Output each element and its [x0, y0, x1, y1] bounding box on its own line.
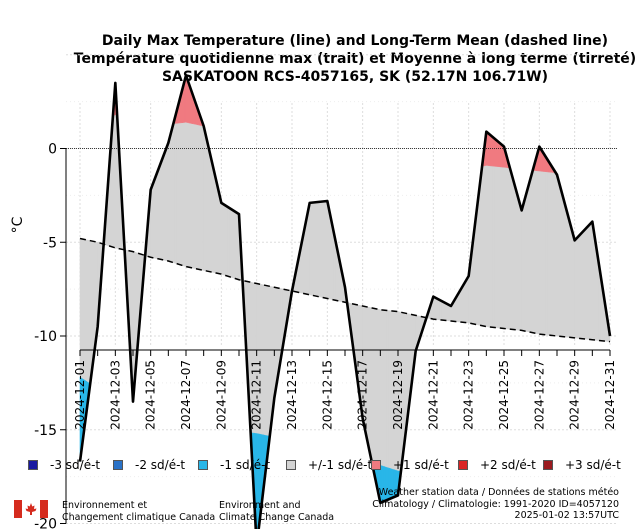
- series-daily-max: [78, 74, 612, 529]
- legend-label: -3 sd/é-t: [50, 458, 101, 472]
- canada-flag-icon: [14, 500, 48, 518]
- legend-label: -2 sd/é-t: [135, 458, 186, 472]
- x-tick-label: 2024-12-27: [532, 360, 546, 430]
- legend-label: +3 sd/é-t: [565, 458, 621, 472]
- legend-item: +1 sd/é-t: [371, 458, 449, 472]
- eccc-fr-line1: Environnement et: [62, 500, 148, 511]
- x-tick-label: 2024-12-15: [320, 360, 334, 430]
- band-minus-1sd: [256, 433, 259, 529]
- source-note: Weather station data / Données de statio…: [372, 487, 619, 522]
- source-line1: Weather station data / Données de statio…: [378, 487, 619, 498]
- chart-title-line3: SASKATOON RCS-4057165, SK (52.17N 106.71…: [162, 69, 548, 85]
- legend-label: +2 sd/é-t: [480, 458, 536, 472]
- legend: -3 sd/é-t -2 sd/é-t -1 sd/é-t +/-1 sd/é-t +1…: [28, 458, 628, 474]
- y-axis-label: °C: [10, 216, 26, 233]
- legend-item: +2 sd/é-t: [458, 458, 536, 472]
- eccc-en-line2: Climate Change Canada: [219, 511, 335, 523]
- x-tick-label: 2024-12-17: [356, 360, 370, 430]
- x-tick-label: 2024-12-29: [568, 360, 582, 430]
- legend-swatch: [286, 460, 296, 470]
- legend-swatch: [371, 460, 381, 470]
- chart-title-line2: Température quotidienne max (trait) et M…: [74, 51, 636, 67]
- legend-swatch: [458, 460, 468, 470]
- x-tick-label: 2024-12-11: [250, 360, 264, 430]
- legend-swatch: [198, 460, 208, 470]
- y-tick-label: 0: [48, 142, 57, 158]
- plot-area: 0 -5 -10 -15 -20 2024-12-01 2024-12-03 2024-12-…: [34, 54, 618, 529]
- x-tick-label: 2024-12-19: [391, 360, 405, 430]
- y-tick-label: -20: [34, 517, 57, 529]
- source-line3: 2025-01-02 13:57UTC: [514, 510, 619, 521]
- legend-label: +/-1 sd/é-t: [308, 458, 373, 472]
- x-tick-label: 2024-12-05: [144, 360, 158, 430]
- series-long-term-mean: [79, 237, 611, 343]
- x-tick-label: 2024-12-25: [497, 360, 511, 430]
- legend-item: -1 sd/é-t: [198, 458, 270, 472]
- legend-swatch: [28, 460, 38, 470]
- eccc-en-line1: Environment and: [219, 500, 301, 511]
- legend-item: -2 sd/é-t: [113, 458, 185, 472]
- x-tick-label: 2024-12-23: [462, 360, 476, 430]
- y-tick-label: -10: [34, 329, 57, 345]
- source-line2: Climatology / Climatologie: 1991-2020 ID…: [372, 498, 619, 510]
- legend-item: +/-1 sd/é-t: [286, 458, 372, 472]
- x-tick-label: 2024-12-21: [426, 360, 440, 430]
- y-tick-label: -5: [43, 235, 57, 251]
- y-tick-label: -15: [34, 423, 57, 439]
- legend-label: -1 sd/é-t: [220, 458, 271, 472]
- x-tick-label: 2024-12-03: [108, 360, 122, 430]
- x-tick-label: 2024-12-07: [179, 360, 193, 430]
- x-tick-label: 2024-12-09: [214, 360, 228, 430]
- x-tick-label: 2024-12-31: [603, 360, 617, 430]
- legend-swatch: [543, 460, 553, 470]
- eccc-name-fr: Environnement et Changement climatique C…: [62, 500, 215, 523]
- eccc-name-en: Environment and Climate Change Canada: [219, 500, 334, 523]
- chart-title-line1: Daily Max Temperature (line) and Long-Te…: [102, 33, 608, 49]
- eccc-fr-line2: Changement climatique Canada: [62, 511, 216, 523]
- x-tick-label: 2024-12-13: [285, 360, 299, 430]
- legend-label: +1 sd/é-t: [393, 458, 449, 472]
- legend-item: +3 sd/é-t: [543, 458, 621, 472]
- legend-swatch: [113, 460, 123, 470]
- x-tick-label: 2024-12-01: [73, 360, 87, 430]
- legend-item: -3 sd/é-t: [28, 458, 100, 472]
